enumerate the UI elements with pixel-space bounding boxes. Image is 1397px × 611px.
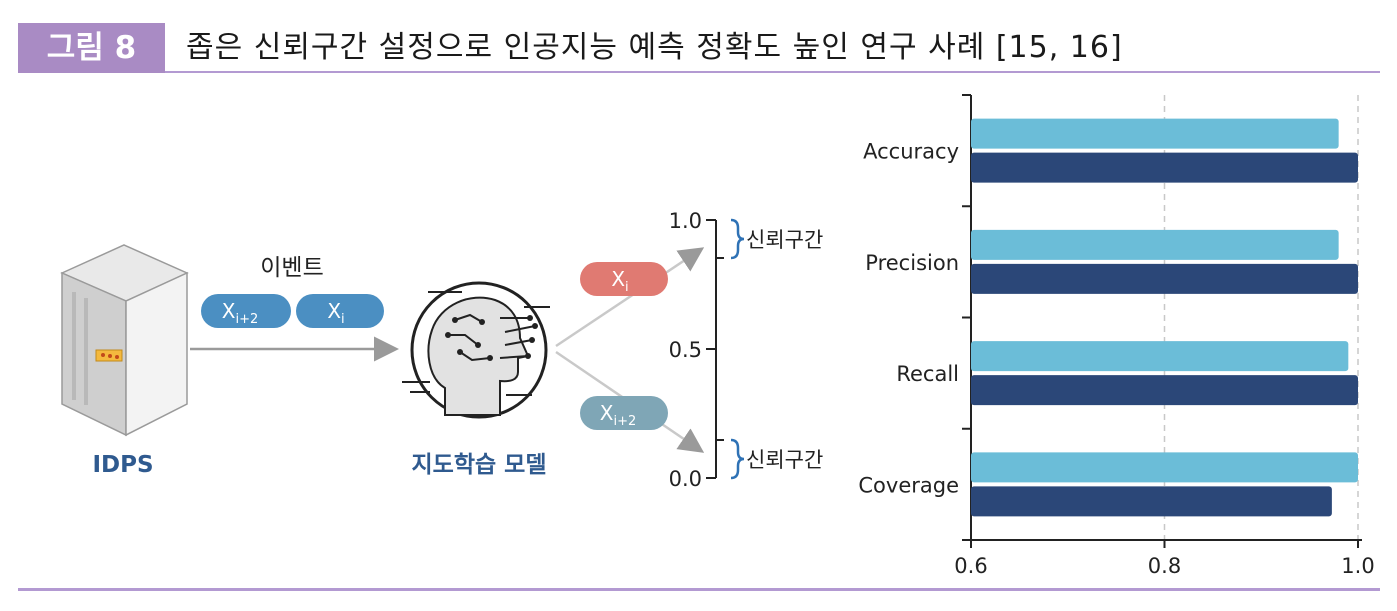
bar-accuracy-series2 xyxy=(971,152,1358,183)
bar-coverage-series1 xyxy=(971,452,1358,483)
output-pill-xi2-sub: i+2 xyxy=(613,414,636,429)
confidence-bracket-lower xyxy=(730,438,745,480)
output-pill-xi2-main: X xyxy=(600,401,614,425)
event-pill-xi2-main: X xyxy=(222,299,236,323)
svg-text:Xi+2: Xi+2 xyxy=(600,401,636,429)
event-pill-xi: Xi xyxy=(296,294,384,328)
category-label-coverage: Coverage xyxy=(858,473,959,497)
x-tick-label-1: 0.8 xyxy=(1148,554,1181,578)
confidence-label-lower: 신뢰구간 xyxy=(746,448,823,472)
bar-recall-series2 xyxy=(971,375,1358,406)
event-pill-xi-main: X xyxy=(327,299,341,323)
confidence-label-upper: 신뢰구간 xyxy=(746,228,823,252)
svg-text:Xi: Xi xyxy=(327,299,344,327)
svg-text:Xi: Xi xyxy=(611,267,628,295)
model-label: 지도학습 모델 xyxy=(412,452,547,478)
bottom-rule xyxy=(18,588,1380,591)
scale-tick-1: 1.0 xyxy=(669,209,702,233)
svg-text:Xi+2: Xi+2 xyxy=(222,299,258,327)
server-icon xyxy=(60,244,189,437)
bar-accuracy-series1 xyxy=(971,118,1339,149)
scale-tick-05: 0.5 xyxy=(669,338,702,362)
output-pill-xi2: Xi+2 xyxy=(580,396,668,430)
bar-precision-series2 xyxy=(971,263,1358,294)
figure-title: 좁은 신뢰구간 설정으로 인공지능 예측 정확도 높인 연구 사례 [15, 1… xyxy=(186,30,1123,65)
output-pill-xi: Xi xyxy=(580,262,668,296)
category-label-recall: Recall xyxy=(896,362,959,386)
scale-tick-0: 0.0 xyxy=(669,467,702,491)
category-label-precision: Precision xyxy=(865,251,959,275)
idps-label: IDPS xyxy=(92,452,153,478)
x-tick-label-2: 1.0 xyxy=(1341,554,1374,578)
confidence-bracket-upper xyxy=(730,218,745,260)
bar-precision-series1 xyxy=(971,229,1339,260)
x-tick-label-0: 0.6 xyxy=(954,554,987,578)
event-pill-xi-sub: i xyxy=(341,312,345,327)
ai-brain-icon xyxy=(402,281,550,419)
bar-recall-series1 xyxy=(971,341,1349,372)
figure-header: 그림 8 좁은 신뢰구간 설정으로 인공지능 예측 정확도 높인 연구 사례 [… xyxy=(18,23,1380,75)
event-label: 이벤트 xyxy=(260,255,323,281)
bar-coverage-series2 xyxy=(971,486,1332,517)
event-pill-xi2: Xi+2 xyxy=(201,294,291,328)
output-pill-xi-sub: i xyxy=(625,280,629,295)
event-pill-xi2-sub: i+2 xyxy=(235,312,258,327)
probability-scale xyxy=(706,219,724,479)
title-underline xyxy=(165,71,1380,73)
figure-label: 그림 8 xyxy=(18,23,165,73)
category-label-accuracy: Accuracy xyxy=(863,140,959,164)
output-pill-xi-main: X xyxy=(611,267,625,291)
output-arrow-upper xyxy=(555,247,705,348)
